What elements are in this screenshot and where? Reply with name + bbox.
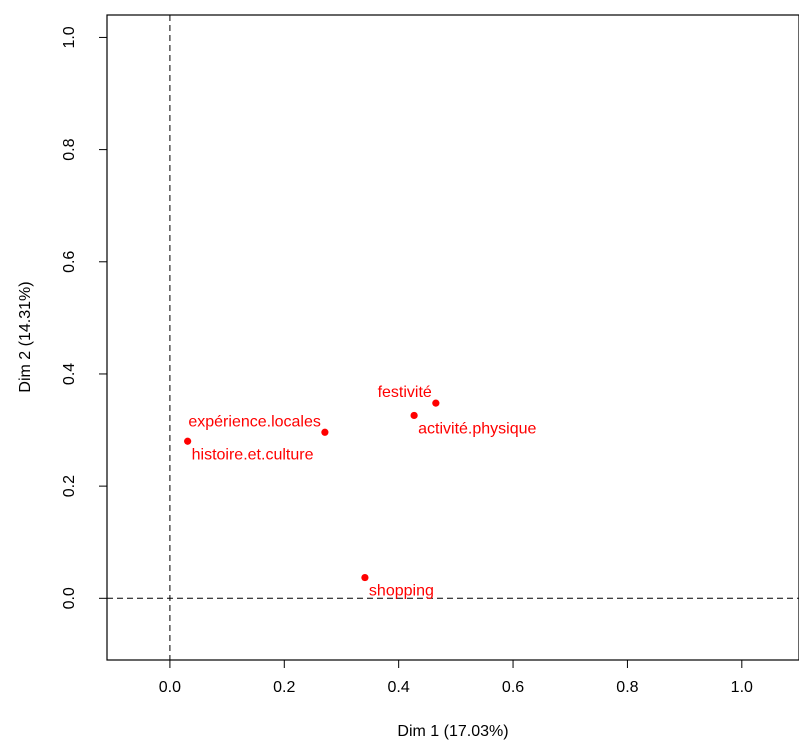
data-point — [432, 399, 440, 407]
y-tick-label: 0.4 — [61, 363, 78, 385]
y-tick-label: 1.0 — [61, 26, 78, 48]
data-point — [184, 437, 192, 445]
point-label: shopping — [369, 583, 434, 600]
x-tick-label: 0.6 — [502, 679, 524, 696]
data-point — [321, 428, 329, 436]
point-label: histoire.et.culture — [192, 446, 314, 463]
y-tick-label: 0.2 — [61, 475, 78, 497]
data-point — [361, 573, 369, 582]
point-label: festivité — [378, 384, 432, 401]
y-axis: 0.0 0.2 0.4 0.6 0.8 1.0 — [61, 26, 107, 609]
point-label: activité.physique — [418, 420, 536, 437]
point-label: expérience.locales — [188, 413, 321, 430]
x-axis-title: Dim 1 (17.03%) — [397, 723, 508, 740]
x-axis: 0.0 0.2 0.4 0.6 0.8 1.0 — [159, 660, 753, 696]
x-tick-label: 1.0 — [731, 679, 753, 696]
plot-frame — [106, 14, 799, 661]
x-tick-label: 0.2 — [273, 679, 295, 696]
y-tick-label: 0.8 — [61, 138, 78, 160]
x-tick-label: 0.0 — [159, 679, 181, 696]
data-points: festivité expérience.locales activité.phys… — [184, 384, 537, 600]
data-point — [410, 411, 418, 420]
x-tick-label: 0.4 — [388, 679, 410, 696]
y-axis-title: Dim 2 (14.31%) — [17, 281, 34, 392]
y-tick-label: 0.0 — [61, 587, 78, 609]
x-tick-label: 0.8 — [616, 679, 638, 696]
y-tick-label: 0.6 — [61, 251, 78, 273]
